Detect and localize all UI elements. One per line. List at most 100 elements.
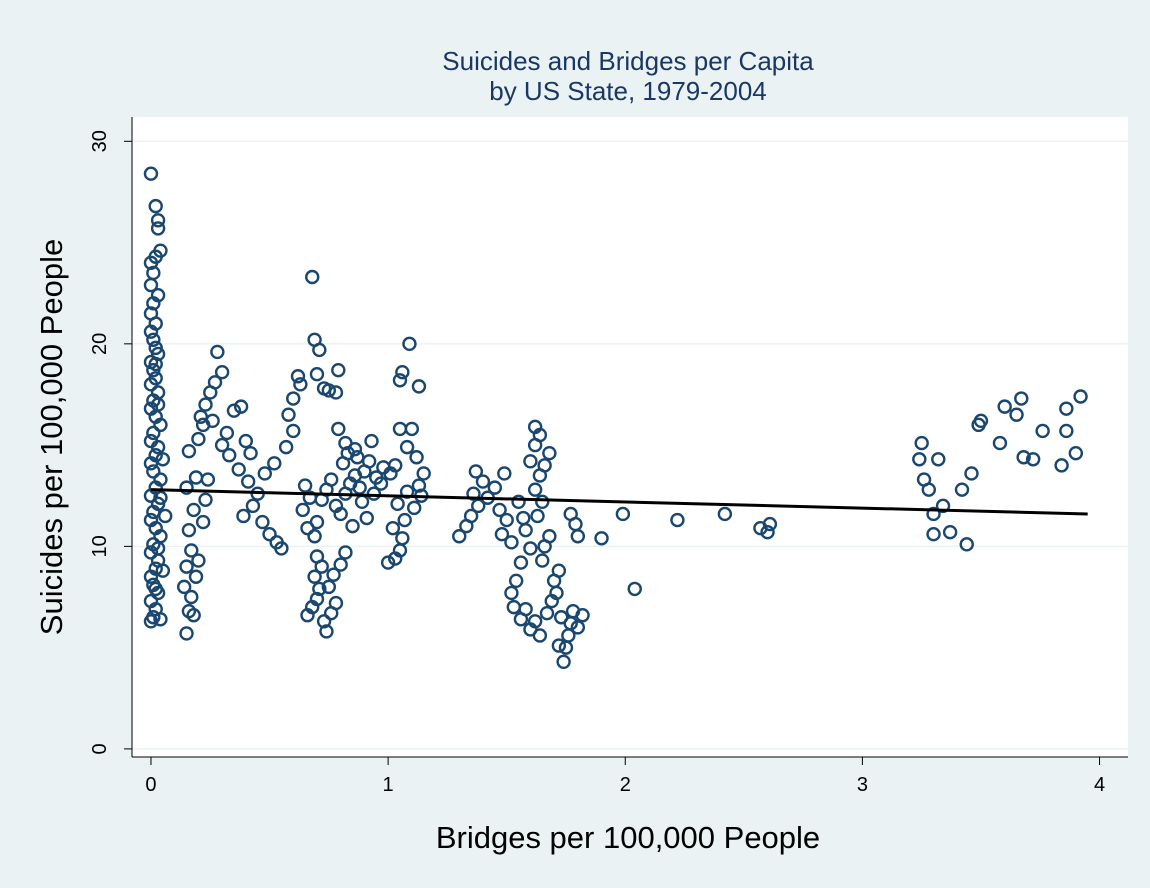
data-point (238, 433, 254, 449)
data-point (463, 508, 479, 524)
data-point (186, 502, 201, 518)
data-point (535, 553, 550, 568)
data-point (333, 506, 348, 522)
data-point (205, 413, 220, 428)
data-point (926, 527, 941, 542)
data-point (921, 482, 936, 497)
data-point (157, 508, 173, 524)
data-point (179, 480, 194, 495)
data-point (954, 482, 970, 497)
data-point (245, 498, 261, 514)
data-point (973, 413, 989, 428)
data-point (240, 474, 256, 489)
data-point (549, 585, 564, 601)
chart-title-line-1: Suicides and Bridges per Capita (442, 46, 814, 76)
data-point (184, 543, 199, 558)
data-points (143, 166, 1088, 670)
data-point (475, 474, 491, 489)
data-point (670, 512, 685, 528)
fit-line (150, 488, 1088, 516)
data-point (1025, 452, 1041, 467)
data-point (146, 296, 161, 311)
data-point (499, 512, 514, 528)
data-point (527, 419, 543, 435)
data-point (452, 529, 467, 544)
data-point (153, 612, 168, 627)
data-point (717, 506, 733, 522)
y-tick-label: 0 (89, 743, 111, 754)
data-point (153, 417, 168, 433)
y-tick-label: 20 (89, 333, 111, 355)
data-point (492, 502, 507, 518)
data-point (504, 535, 519, 550)
data-point (143, 166, 159, 181)
data-point (210, 344, 225, 360)
data-point (290, 369, 306, 384)
data-point (497, 466, 512, 481)
data-point (214, 364, 230, 380)
data-point (523, 541, 538, 556)
x-axis-title: Bridges per 100,000 People (436, 820, 820, 855)
data-point (146, 332, 161, 347)
data-point (535, 494, 550, 510)
data-point (148, 581, 163, 597)
data-point (1014, 391, 1029, 406)
y-axis-title: Suicides per 100,000 People (34, 239, 69, 635)
data-point (143, 255, 159, 271)
data-point (399, 439, 415, 455)
data-point (146, 425, 161, 441)
data-point (1068, 446, 1084, 461)
data-point (278, 439, 294, 455)
data-point (527, 614, 543, 629)
data-point (380, 555, 396, 570)
data-point (184, 589, 199, 605)
data-point (1035, 423, 1050, 439)
data-point (307, 569, 322, 584)
data-point (195, 514, 211, 530)
data-point (143, 377, 159, 392)
data-point (627, 581, 642, 597)
data-point (150, 213, 166, 228)
data-point (143, 545, 159, 560)
data-point (366, 486, 382, 501)
data-point (236, 508, 251, 524)
data-point (914, 435, 929, 451)
data-point (331, 421, 346, 437)
data-point (935, 498, 951, 514)
data-point (219, 425, 235, 441)
data-point (615, 506, 631, 522)
chart-title-line-2: by US State, 1979-2004 (489, 76, 767, 106)
data-point (200, 472, 216, 487)
data-point (198, 492, 213, 507)
data-point (146, 464, 161, 479)
data-point (243, 446, 258, 461)
data-point (155, 563, 171, 578)
data-point (150, 397, 166, 412)
data-point (471, 498, 486, 514)
data-point (214, 437, 230, 453)
fit-line-group (150, 488, 1088, 516)
data-point (468, 464, 484, 479)
x-tick-label: 0 (145, 774, 156, 796)
data-point (762, 516, 778, 532)
data-point (997, 399, 1012, 414)
data-point (539, 606, 555, 621)
data-point (760, 524, 775, 540)
data-point (487, 480, 503, 495)
data-point (319, 624, 334, 639)
data-point (143, 324, 159, 339)
data-point (523, 454, 538, 469)
data-point (1073, 389, 1088, 404)
data-point (1054, 458, 1069, 473)
data-point (530, 508, 545, 524)
data-point (409, 450, 424, 465)
data-point (293, 377, 308, 392)
data-point (331, 362, 346, 378)
data-point (143, 277, 159, 293)
data-point (532, 628, 548, 643)
data-point (551, 563, 567, 578)
data-point (309, 591, 325, 607)
data-point (257, 466, 272, 481)
data-point (392, 373, 408, 388)
data-point (404, 421, 420, 437)
